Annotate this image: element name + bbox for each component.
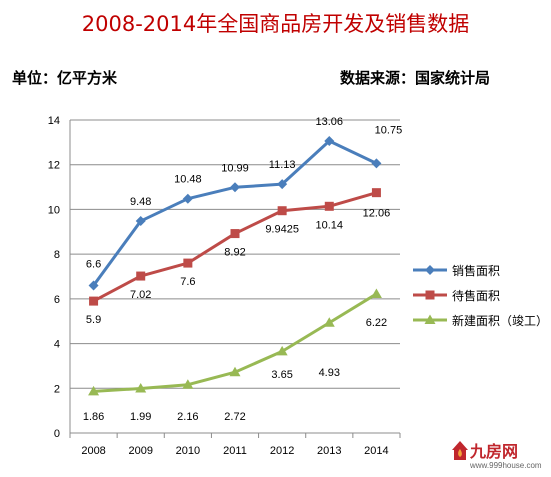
data-label: 7.02 — [130, 289, 151, 301]
legend-marker — [424, 314, 436, 324]
watermark-url: www.999house.com — [470, 461, 542, 470]
data-point — [276, 345, 288, 356]
x-tick-label: 2010 — [176, 445, 200, 457]
x-tick-label: 2013 — [317, 445, 341, 457]
data-point — [136, 271, 146, 281]
data-source-label: 数据来源：国家统计局 — [340, 69, 491, 87]
data-point — [135, 216, 146, 227]
data-point — [323, 317, 335, 327]
x-tick-label: 2012 — [270, 445, 294, 457]
data-label: 11.13 — [269, 159, 296, 171]
data-label: 10.48 — [174, 174, 202, 186]
data-label: 1.86 — [83, 411, 104, 423]
legend-label: 销售面积 — [452, 263, 500, 278]
data-label: 4.93 — [319, 367, 340, 379]
data-point — [324, 136, 335, 147]
data-label: 5.9 — [86, 314, 101, 326]
house-flame-icon — [452, 441, 468, 460]
data-label: 6.22 — [366, 317, 387, 329]
data-point — [182, 193, 193, 204]
data-label: 2.72 — [224, 411, 245, 423]
data-point — [230, 182, 240, 193]
data-point — [135, 383, 147, 393]
x-tick-label: 2011 — [223, 445, 247, 457]
y-tick-label: 6 — [54, 294, 60, 306]
data-label: 10.99 — [221, 162, 249, 174]
data-point — [182, 379, 194, 389]
data-point — [88, 385, 100, 396]
y-tick-label: 12 — [48, 160, 60, 172]
data-point — [277, 206, 287, 216]
data-label: 10.75 — [375, 124, 403, 136]
data-label: 13.06 — [316, 116, 344, 128]
legend-label: 新建面积（竣工） — [452, 313, 548, 328]
watermark-brand: 九房网 — [470, 442, 519, 461]
data-point — [229, 366, 241, 377]
data-point — [371, 188, 381, 198]
legend-marker — [425, 290, 435, 300]
chart-title: 2008-2014年全国商品房开发及销售数据 — [81, 12, 470, 36]
data-label: 2.16 — [177, 411, 198, 423]
y-tick-label: 10 — [48, 204, 60, 216]
data-label: 10.14 — [316, 219, 344, 231]
unit-label: 单位：亿平方米 — [12, 69, 118, 87]
data-point — [230, 229, 240, 239]
data-point — [277, 179, 288, 190]
y-tick-label: 4 — [54, 339, 60, 351]
data-label: 9.48 — [130, 196, 151, 208]
data-point — [88, 280, 99, 291]
data-label: 8.92 — [224, 247, 245, 259]
data-label: 12.06 — [363, 208, 391, 220]
data-label: 1.99 — [130, 411, 151, 423]
data-label: 3.65 — [271, 369, 292, 381]
x-tick-label: 2009 — [128, 445, 152, 457]
x-tick-label: 2014 — [364, 445, 388, 457]
data-label: 9.9425 — [265, 224, 299, 236]
data-point — [183, 258, 193, 268]
data-label: 6.6 — [86, 258, 101, 270]
data-point — [371, 158, 382, 169]
watermark-logo: 九房网 www.999house.com — [450, 436, 550, 476]
legend-marker — [425, 265, 435, 275]
x-tick-label: 2008 — [81, 445, 105, 457]
legend-label: 待售面积 — [452, 288, 500, 303]
data-point — [324, 201, 334, 211]
y-tick-label: 8 — [54, 249, 60, 261]
data-label: 7.6 — [180, 276, 195, 288]
data-point — [89, 296, 99, 306]
data-point — [370, 288, 382, 298]
y-tick-label: 0 — [54, 428, 60, 440]
y-tick-label: 2 — [54, 383, 60, 395]
y-tick-label: 14 — [48, 115, 60, 127]
